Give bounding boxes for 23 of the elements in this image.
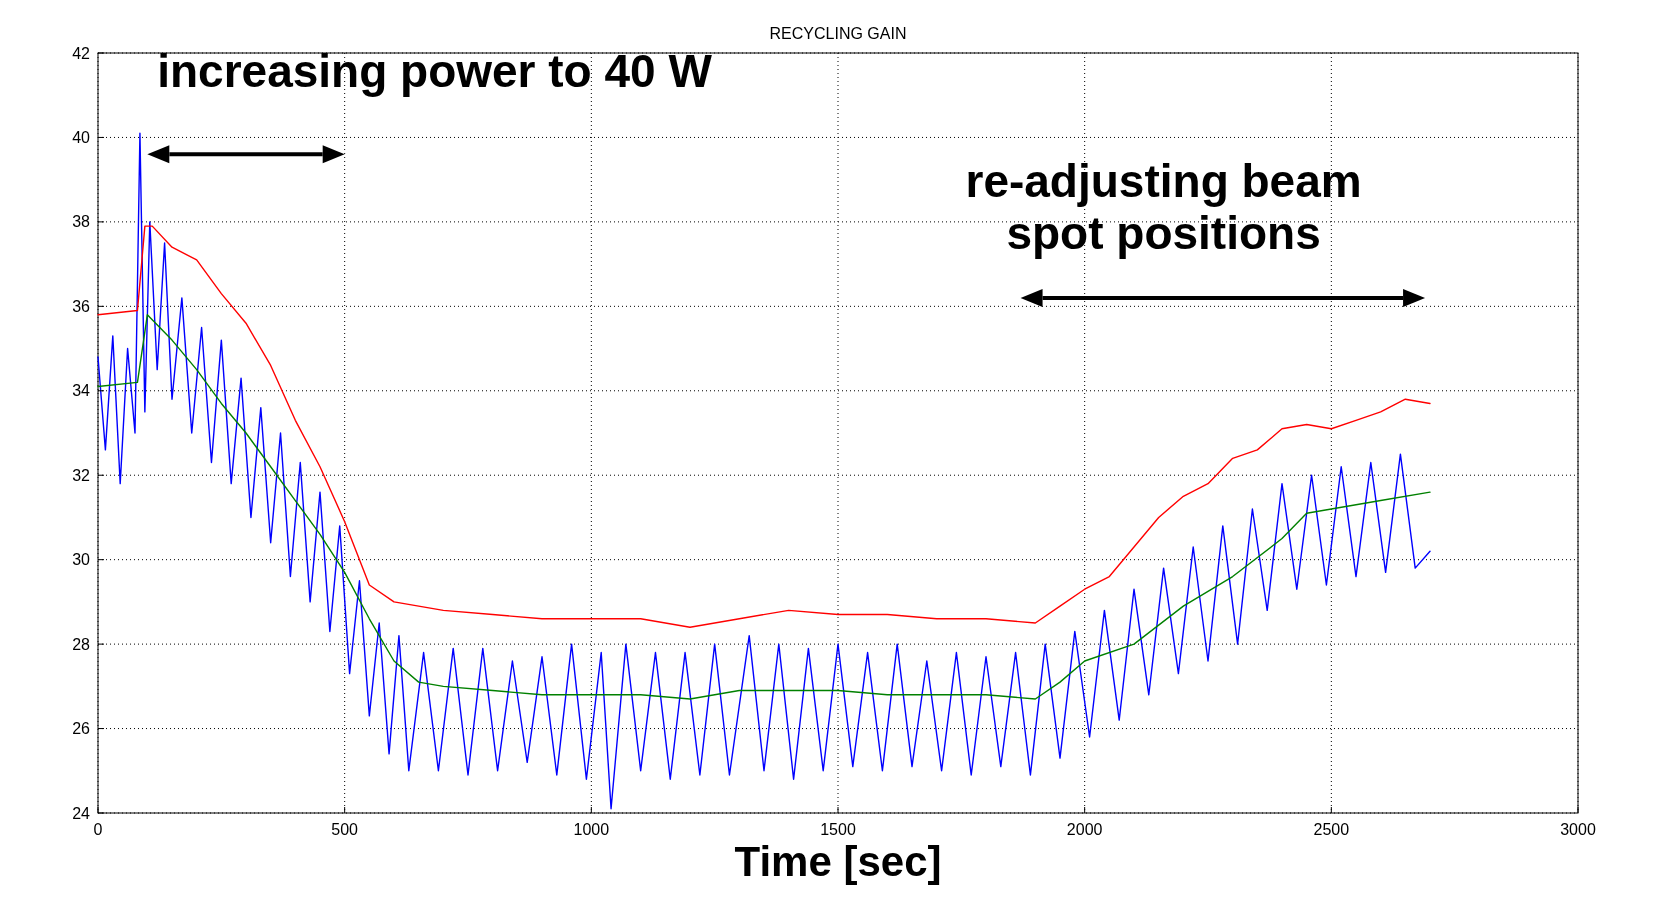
y-tick-label: 24 [72,804,91,822]
y-tick-label: 36 [72,297,91,315]
x-tick-label: 0 [93,821,103,838]
annotation: re-adjusting beam spot positions [965,154,1362,259]
y-tick-label: 40 [72,129,91,147]
x-tick-label: 2000 [1066,821,1103,838]
line-series [97,132,1431,810]
y-tick-label: 38 [72,213,91,231]
annotation: increasing power to 40 W [157,44,713,97]
y-tick-label: 26 [72,720,91,738]
y-tick-label: 32 [72,466,91,484]
x-tick-label: 2500 [1313,821,1350,838]
x-tick-label: 1500 [820,821,856,838]
x-tick-label: 1000 [573,821,610,838]
y-tick-label: 42 [72,44,91,62]
x-axis-title: Time [sec] [734,838,942,885]
y-tick-label: 34 [72,382,91,400]
x-tick-label: 3000 [1560,821,1596,838]
y-tick-label: 30 [72,551,91,569]
y-tick-label: 28 [72,635,91,653]
x-tick-label: 500 [331,821,359,838]
line-series [97,314,1431,700]
chart-title: RECYCLING GAIN [769,25,907,42]
